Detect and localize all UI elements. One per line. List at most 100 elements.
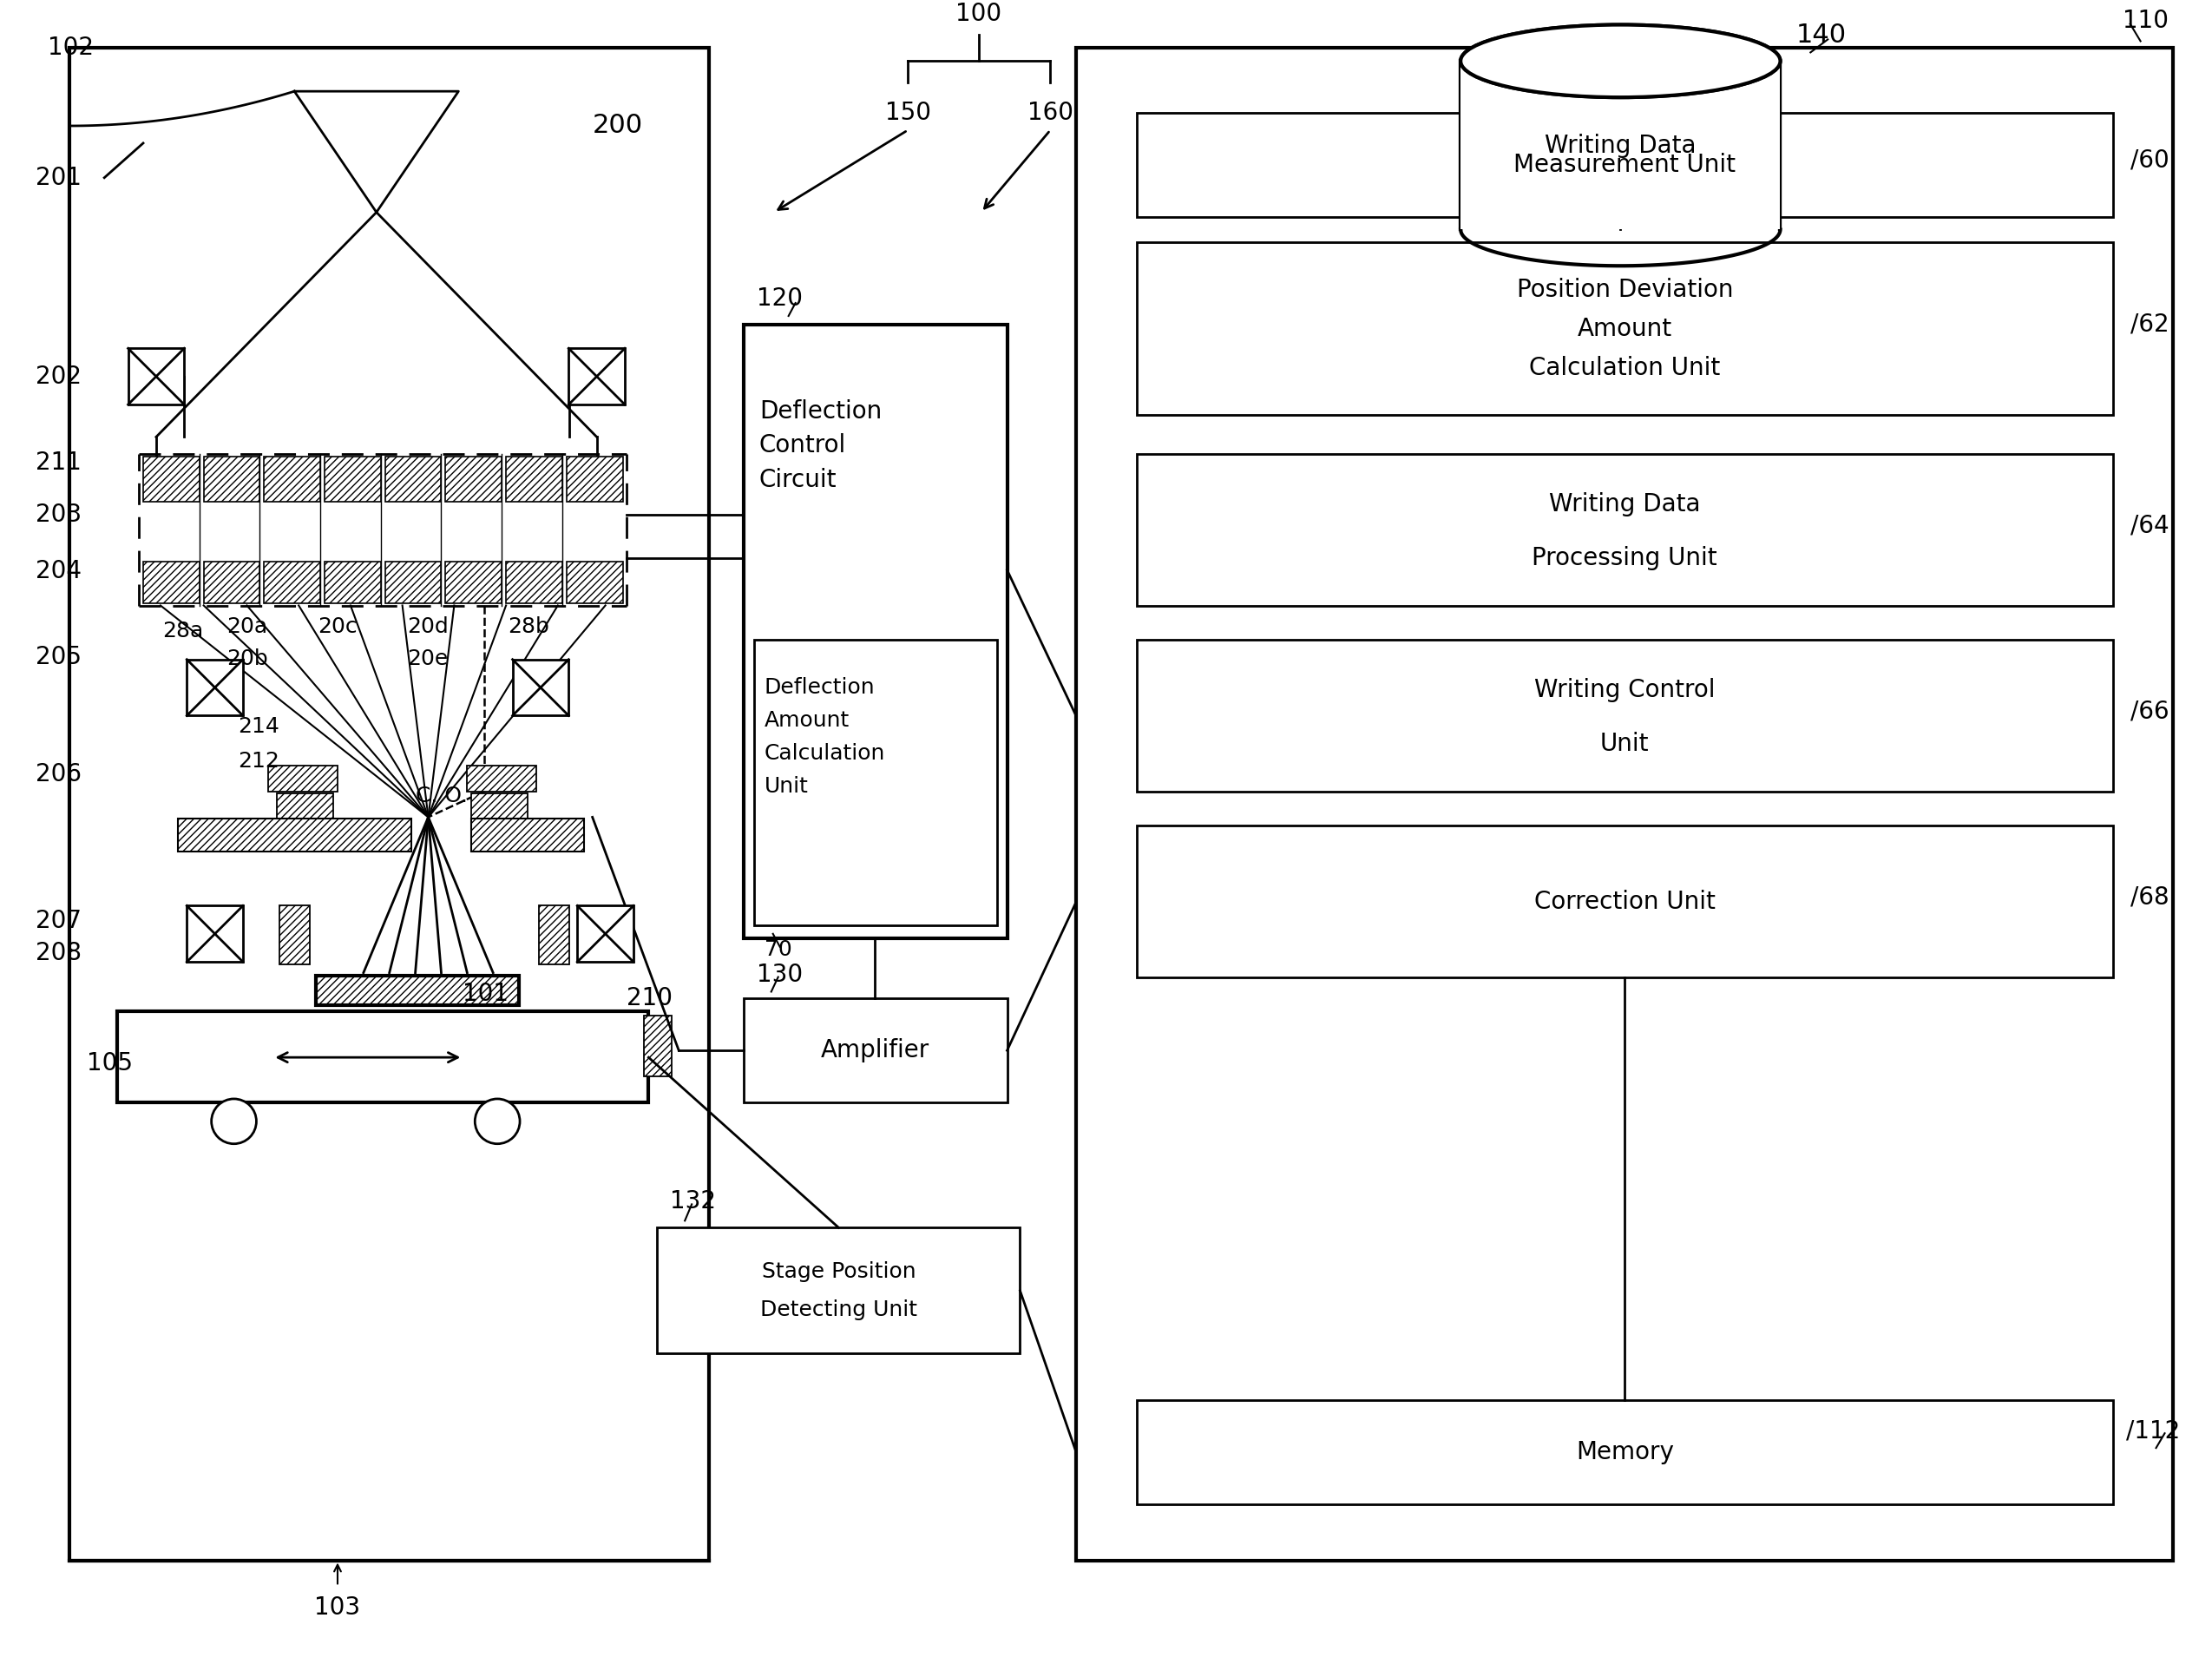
Text: 103: 103 <box>314 1596 361 1621</box>
Bar <box>644 1017 672 1077</box>
Text: 205: 205 <box>35 646 82 669</box>
Text: Control: Control <box>759 433 847 458</box>
Bar <box>71 48 710 1561</box>
Text: Unit: Unit <box>1599 732 1650 755</box>
Bar <box>1137 641 2112 792</box>
Text: Deflection: Deflection <box>759 399 883 423</box>
Text: Stage Position: Stage Position <box>761 1261 916 1281</box>
Bar <box>144 458 199 503</box>
Bar <box>471 819 584 852</box>
Bar <box>276 794 334 819</box>
Text: 130: 130 <box>757 962 803 987</box>
Text: 70: 70 <box>765 938 792 960</box>
Bar <box>577 905 633 962</box>
Bar <box>568 348 624 404</box>
Text: 120: 120 <box>757 286 803 311</box>
Bar <box>268 765 338 792</box>
Bar <box>1137 454 2112 606</box>
Text: /66: /66 <box>2130 699 2170 724</box>
Text: Memory: Memory <box>1575 1439 1674 1464</box>
Text: /68: /68 <box>2130 885 2170 910</box>
Bar <box>385 458 440 503</box>
Text: 20a: 20a <box>228 617 268 637</box>
Polygon shape <box>294 92 458 213</box>
Bar <box>513 659 568 716</box>
Bar <box>186 905 243 962</box>
Ellipse shape <box>1460 25 1781 97</box>
Bar <box>204 561 259 602</box>
Bar <box>316 975 520 1005</box>
Text: Amount: Amount <box>1577 316 1672 341</box>
Text: /62: /62 <box>2130 313 2170 336</box>
Text: 211: 211 <box>35 451 82 474</box>
Bar <box>325 561 380 602</box>
Text: 100: 100 <box>956 2 1002 25</box>
Ellipse shape <box>1460 25 1781 97</box>
Bar <box>128 348 184 404</box>
Bar <box>1137 113 2112 216</box>
Text: Detecting Unit: Detecting Unit <box>761 1300 918 1320</box>
Text: Measurement Unit: Measurement Unit <box>1513 153 1736 176</box>
Bar <box>566 561 622 602</box>
Text: 102: 102 <box>49 37 95 60</box>
Circle shape <box>476 1098 520 1143</box>
Text: 132: 132 <box>670 1190 717 1213</box>
Text: Amount: Amount <box>765 711 849 730</box>
Bar <box>467 765 535 792</box>
Text: 20c: 20c <box>319 617 358 637</box>
Bar <box>507 458 562 503</box>
Bar <box>117 1012 648 1102</box>
Text: Calculation Unit: Calculation Unit <box>1528 356 1721 379</box>
Text: Position Deviation: Position Deviation <box>1517 278 1732 303</box>
Text: 206: 206 <box>35 762 82 785</box>
Text: 105: 105 <box>86 1052 133 1075</box>
Text: /64: /64 <box>2130 514 2170 537</box>
Text: Calculation: Calculation <box>765 742 885 764</box>
Bar <box>743 324 1006 938</box>
Text: Deflection: Deflection <box>765 677 876 697</box>
Bar <box>1137 243 2112 416</box>
Text: /60: /60 <box>2130 148 2170 173</box>
Text: 201: 201 <box>35 165 82 190</box>
Text: 150: 150 <box>885 102 931 125</box>
Bar <box>279 905 310 963</box>
Bar <box>144 561 199 602</box>
Bar <box>566 458 622 503</box>
Text: 20b: 20b <box>228 649 268 669</box>
Bar <box>325 458 380 503</box>
Text: 203: 203 <box>35 503 82 527</box>
Circle shape <box>212 1098 257 1143</box>
Text: Circuit: Circuit <box>759 468 836 493</box>
Text: 207: 207 <box>35 909 82 934</box>
Text: 160: 160 <box>1026 102 1073 125</box>
Bar <box>177 819 411 852</box>
Text: Processing Unit: Processing Unit <box>1533 546 1717 571</box>
Text: 208: 208 <box>35 940 82 965</box>
Text: 110: 110 <box>2124 8 2170 33</box>
Text: Writing Data: Writing Data <box>1548 493 1701 516</box>
Text: 212: 212 <box>239 750 279 772</box>
Bar <box>263 458 321 503</box>
Text: Correction Unit: Correction Unit <box>1535 890 1714 914</box>
Text: 202: 202 <box>35 364 82 389</box>
Text: 28a: 28a <box>161 621 204 642</box>
Bar <box>1077 48 2174 1561</box>
Text: Writing Control: Writing Control <box>1535 677 1714 702</box>
Text: C. O.: C. O. <box>416 785 467 805</box>
Text: 200: 200 <box>593 113 644 138</box>
Text: 140: 140 <box>1796 23 1847 48</box>
Text: Amplifier: Amplifier <box>821 1038 929 1063</box>
Bar <box>186 659 243 716</box>
Text: Writing Data: Writing Data <box>1544 133 1697 158</box>
Text: 20d: 20d <box>407 617 449 637</box>
Bar <box>1137 825 2112 977</box>
Text: 28b: 28b <box>509 617 549 637</box>
Bar <box>507 561 562 602</box>
Text: Unit: Unit <box>765 775 807 797</box>
Bar <box>754 641 998 925</box>
Bar <box>385 561 440 602</box>
Bar <box>1137 1401 2112 1504</box>
Text: 20e: 20e <box>407 649 447 669</box>
Text: /112: /112 <box>2126 1418 2179 1443</box>
Bar <box>263 561 321 602</box>
